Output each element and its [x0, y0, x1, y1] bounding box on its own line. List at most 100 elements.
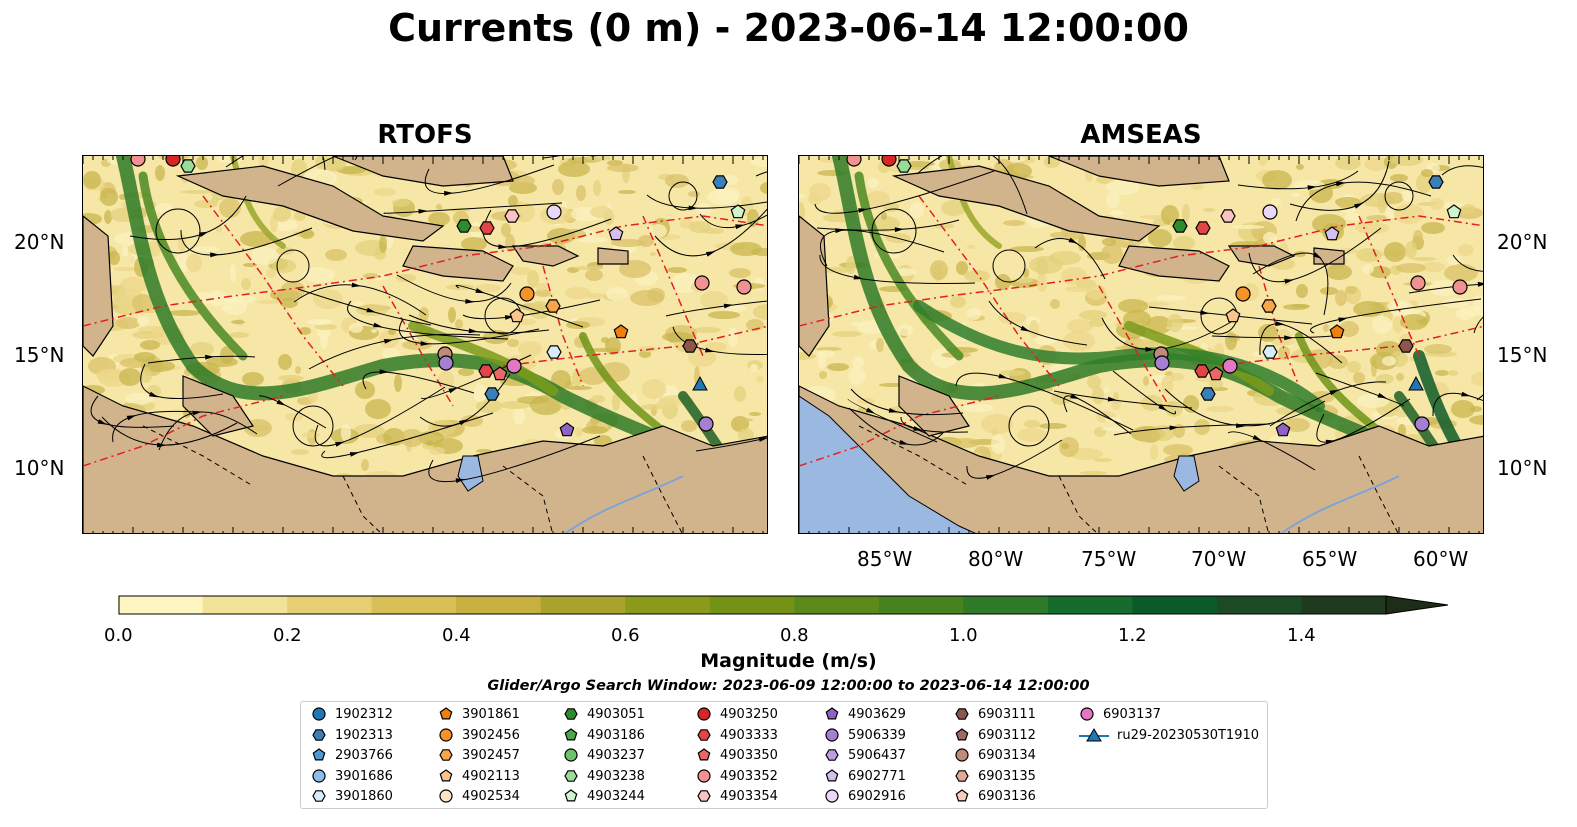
float-marker[interactable]	[1225, 308, 1241, 323]
colorbar-segment	[625, 596, 711, 614]
speed-speckle	[964, 270, 990, 282]
float-marker[interactable]	[1452, 279, 1468, 295]
float-marker[interactable]	[504, 209, 520, 223]
colorbar-segment	[794, 596, 880, 614]
map-panel-rtofs[interactable]	[82, 155, 768, 534]
legend: 1902312 1902313 2903766 3901686 3901860 39018…	[300, 701, 1268, 809]
float-marker[interactable]	[608, 226, 624, 241]
float-marker[interactable]	[1235, 286, 1251, 302]
speed-speckle	[137, 316, 149, 326]
speed-speckle	[1357, 394, 1389, 408]
float-marker[interactable]	[438, 355, 454, 371]
float-marker[interactable]	[1208, 366, 1224, 381]
hexagon-marker-icon	[484, 387, 500, 401]
speed-speckle	[1183, 395, 1199, 413]
float-marker[interactable]	[1200, 387, 1216, 401]
float-marker[interactable]	[846, 156, 862, 167]
streamline-arrow	[894, 227, 904, 233]
legend-marker-icon	[955, 728, 969, 741]
speed-speckle	[371, 329, 377, 333]
float-marker[interactable]	[896, 159, 912, 173]
speed-speckle	[1161, 376, 1173, 394]
glider-marker[interactable]	[692, 375, 708, 391]
streamline-arrow	[913, 426, 923, 431]
float-marker[interactable]	[165, 156, 181, 167]
speed-speckle	[536, 283, 548, 291]
speed-speckle	[1203, 208, 1215, 212]
float-marker[interactable]	[546, 345, 562, 359]
pentagon-marker-icon	[439, 769, 453, 782]
float-marker[interactable]	[545, 299, 561, 313]
pentagon-marker-icon	[730, 204, 746, 219]
float-marker[interactable]	[546, 204, 562, 220]
float-marker[interactable]	[130, 156, 146, 167]
float-marker[interactable]	[1195, 221, 1211, 235]
float-marker[interactable]	[1324, 226, 1340, 241]
speed-speckle	[374, 188, 396, 196]
speed-speckle	[999, 370, 1025, 376]
speed-speckle	[650, 252, 656, 256]
float-marker[interactable]	[1222, 358, 1238, 374]
float-marker[interactable]	[730, 204, 746, 219]
float-marker[interactable]	[478, 364, 494, 378]
float-marker[interactable]	[1172, 219, 1188, 233]
speed-speckle	[396, 274, 416, 282]
lat-label-20n-right: 20°N	[1497, 230, 1548, 254]
speed-speckle	[1078, 235, 1086, 251]
speed-speckle	[513, 407, 525, 425]
float-marker[interactable]	[682, 339, 698, 353]
float-marker[interactable]	[519, 286, 535, 302]
float-marker[interactable]	[736, 279, 752, 295]
float-marker[interactable]	[613, 324, 629, 339]
float-marker[interactable]	[506, 358, 522, 374]
speed-speckle	[473, 384, 487, 402]
float-marker[interactable]	[456, 219, 472, 233]
float-marker[interactable]	[1262, 345, 1278, 359]
float-marker[interactable]	[1220, 209, 1236, 223]
colorbar-segment	[709, 596, 795, 614]
float-marker[interactable]	[492, 366, 508, 381]
land-mass	[898, 375, 970, 437]
map-panel-amseas[interactable]	[798, 155, 1484, 534]
float-marker[interactable]	[1410, 275, 1426, 291]
float-marker[interactable]	[1428, 175, 1444, 189]
pentagon-marker-icon	[1329, 324, 1345, 339]
legend-marker-icon	[697, 707, 711, 721]
float-marker[interactable]	[1414, 416, 1430, 432]
float-marker[interactable]	[559, 422, 575, 437]
float-marker[interactable]	[1261, 299, 1277, 313]
legend-entry: 4903238	[563, 768, 645, 784]
speed-speckle	[194, 246, 220, 252]
speed-speckle	[1079, 471, 1107, 475]
streamline-arrow	[899, 439, 909, 445]
speed-speckle	[1448, 370, 1458, 376]
float-marker[interactable]	[479, 221, 495, 235]
float-marker[interactable]	[1154, 355, 1170, 371]
streamline-arrow	[998, 373, 1008, 379]
glider-marker[interactable]	[1408, 375, 1424, 391]
streamline-arrow	[149, 391, 159, 398]
float-marker[interactable]	[1329, 324, 1345, 339]
float-marker[interactable]	[1446, 204, 1462, 219]
streamline-arrow	[1335, 181, 1346, 187]
float-marker[interactable]	[698, 416, 714, 432]
float-marker[interactable]	[1262, 204, 1278, 220]
float-marker[interactable]	[180, 159, 196, 173]
float-marker[interactable]	[1194, 364, 1210, 378]
streamline-arrow	[735, 224, 745, 230]
float-marker[interactable]	[881, 156, 897, 167]
legend-label: 4902113	[462, 768, 520, 784]
colorbar-segment	[878, 596, 964, 614]
float-marker[interactable]	[1275, 422, 1291, 437]
speed-speckle	[140, 340, 160, 350]
streamline-arrow	[379, 369, 389, 375]
float-marker[interactable]	[694, 275, 710, 291]
float-marker[interactable]	[484, 387, 500, 401]
hexagon-marker-icon	[955, 708, 969, 720]
streamline-arrow	[888, 408, 899, 413]
speed-speckle	[816, 347, 842, 351]
float-marker[interactable]	[1398, 339, 1414, 353]
legend-marker-icon	[697, 748, 711, 761]
float-marker[interactable]	[509, 308, 525, 323]
float-marker[interactable]	[712, 175, 728, 189]
